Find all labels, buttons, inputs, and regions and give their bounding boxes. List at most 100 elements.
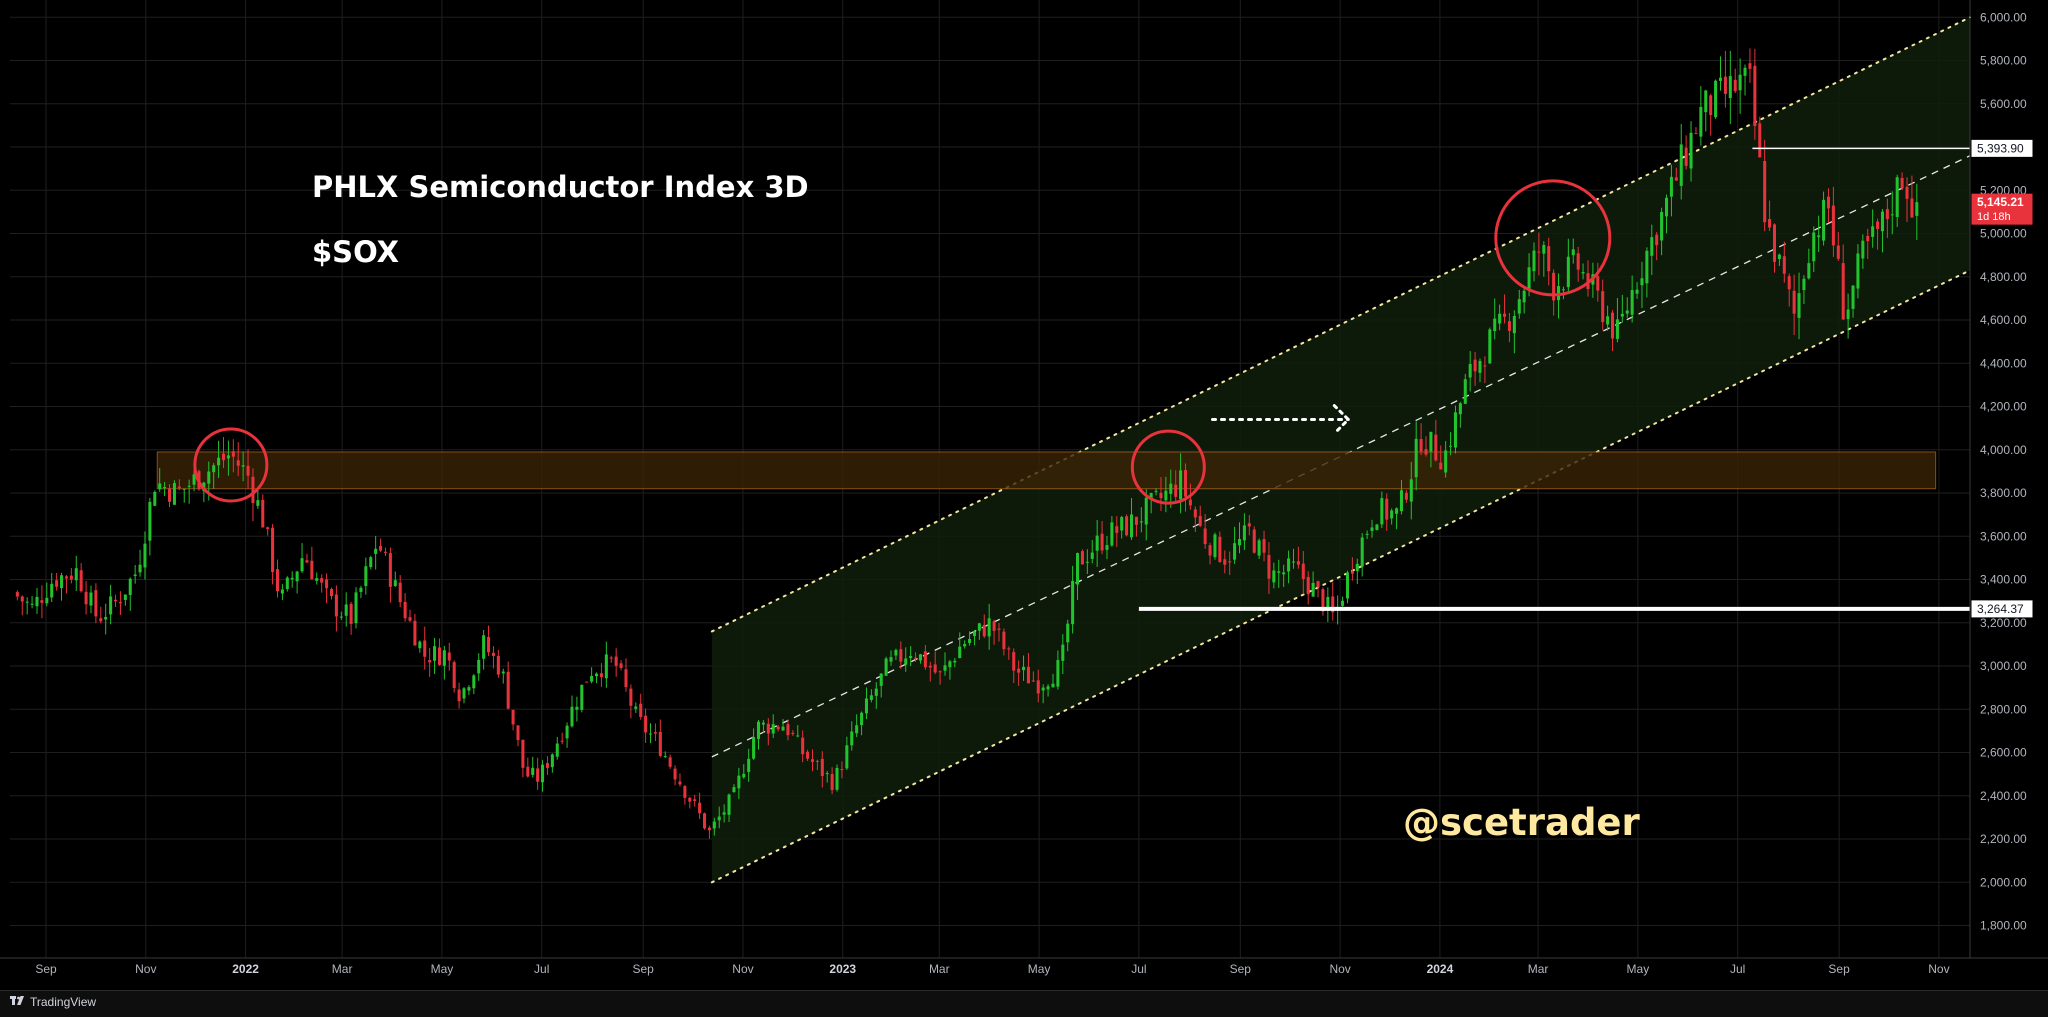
- candle-body: [1193, 509, 1197, 518]
- candle-body: [825, 773, 829, 775]
- candle-body: [1689, 132, 1693, 169]
- x-tick-label: Sep: [1230, 962, 1252, 976]
- candle-body: [118, 602, 122, 604]
- candle-body: [727, 794, 731, 815]
- candle-body: [1257, 540, 1261, 556]
- candle-body: [1139, 521, 1143, 523]
- candle-body: [1876, 221, 1880, 229]
- candle-body: [94, 590, 98, 617]
- candle-body: [246, 465, 250, 476]
- candle-body: [79, 570, 83, 592]
- candle-body: [541, 764, 545, 783]
- candle-body: [433, 646, 437, 661]
- candle-body: [516, 725, 520, 741]
- candle-body: [84, 591, 88, 605]
- candle-body: [192, 474, 196, 485]
- tradingview-logo-icon[interactable]: [10, 994, 24, 1008]
- candle-body: [1066, 623, 1070, 643]
- candle-body: [1856, 253, 1860, 289]
- y-tick-label: 3,000.00: [1980, 659, 2027, 673]
- candle-body: [25, 601, 29, 603]
- candle-body: [1841, 263, 1845, 320]
- candle-body: [1321, 589, 1325, 612]
- candle-body: [663, 756, 667, 758]
- candle-body: [1326, 596, 1330, 611]
- candle-body: [1866, 235, 1870, 242]
- candle-body: [909, 655, 913, 659]
- candle-body: [506, 671, 510, 709]
- highlight-circle: [1130, 429, 1206, 505]
- candle-body: [437, 647, 441, 665]
- y-tick-label: 4,200.00: [1980, 400, 2027, 414]
- candle-body: [1714, 80, 1718, 118]
- candle-body: [702, 813, 707, 829]
- x-tick-label: May: [1028, 962, 1051, 976]
- candle-body: [977, 623, 981, 631]
- candle-body: [609, 657, 613, 659]
- candle-body: [339, 616, 343, 618]
- y-tick-label: 4,000.00: [1980, 443, 2027, 457]
- candle-body: [1218, 536, 1222, 562]
- candle-body: [241, 465, 245, 467]
- candle-body: [325, 579, 329, 589]
- candle-body: [1439, 462, 1443, 470]
- candle-body: [1660, 211, 1664, 241]
- candle-body: [1532, 250, 1536, 272]
- candle-body: [1105, 545, 1109, 550]
- candle-body: [1885, 209, 1889, 220]
- candle-body: [1674, 177, 1678, 181]
- candle-body: [570, 706, 574, 727]
- candle-body: [648, 733, 653, 735]
- highlight-circle: [193, 427, 269, 503]
- candle-body: [1203, 528, 1207, 545]
- y-tick-label: 3,800.00: [1980, 486, 2027, 500]
- candle-body: [1861, 240, 1865, 259]
- x-tick-label: 2022: [232, 962, 259, 976]
- candle-body: [1360, 537, 1364, 567]
- candle-body: [1434, 434, 1438, 461]
- candle-body: [1012, 652, 1016, 671]
- highlight-circle: [1494, 179, 1612, 297]
- candle-body: [35, 596, 39, 607]
- candle-body: [1404, 492, 1408, 500]
- candle-body: [1797, 293, 1801, 318]
- candle-body: [388, 553, 392, 587]
- resistance-zone-rect: [156, 451, 1937, 490]
- candle-body: [850, 731, 854, 746]
- candle-body: [408, 617, 412, 621]
- candle-body: [1051, 683, 1055, 688]
- candle-body: [1129, 514, 1134, 538]
- candle-body: [403, 601, 407, 619]
- candle-body: [1237, 539, 1242, 546]
- candle-body: [835, 767, 839, 790]
- candle-body: [889, 657, 893, 662]
- candle-body: [300, 558, 304, 572]
- candle-body: [1071, 580, 1075, 625]
- y-tick-label: 4,600.00: [1980, 313, 2027, 327]
- candle-body: [398, 582, 402, 603]
- y-tick-label: 3,600.00: [1980, 529, 2027, 543]
- candle-body: [261, 499, 265, 528]
- x-tick-label: Sep: [632, 962, 654, 976]
- candle-body: [1763, 161, 1767, 223]
- candle-body: [320, 578, 324, 583]
- candle-body: [536, 768, 540, 782]
- candle-body: [1370, 527, 1374, 531]
- candle-body: [1188, 499, 1192, 506]
- support-line-badge-label: 3,264.37: [1977, 602, 2024, 616]
- candle-body: [1640, 278, 1644, 286]
- candle-body: [128, 578, 132, 595]
- candle-body: [393, 580, 397, 587]
- candle-body: [599, 673, 603, 678]
- y-tick-label: 4,800.00: [1980, 270, 2027, 284]
- candle-body: [1350, 571, 1354, 574]
- candle-body: [1895, 177, 1899, 217]
- x-tick-label: Nov: [732, 962, 753, 976]
- candle-body: [1390, 510, 1394, 519]
- candle-body: [634, 706, 638, 709]
- candle-body: [452, 662, 456, 688]
- footer-brand[interactable]: TradingView: [30, 995, 97, 1009]
- candle-body: [467, 687, 471, 691]
- candle-body: [1851, 285, 1855, 309]
- candle-body: [914, 657, 918, 659]
